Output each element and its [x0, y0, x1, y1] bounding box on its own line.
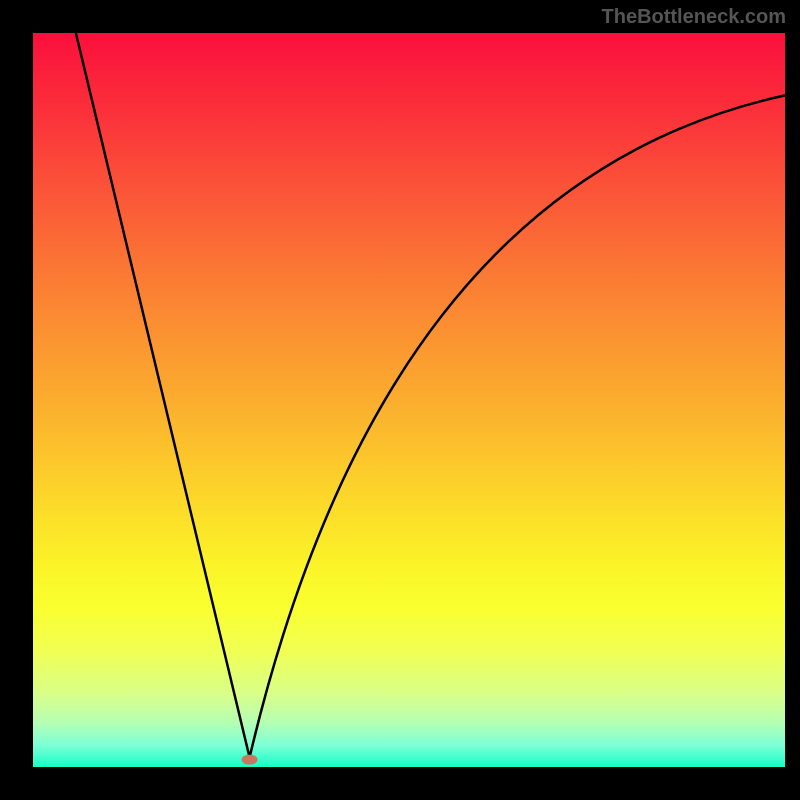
- watermark-text: TheBottleneck.com: [602, 6, 786, 29]
- optimum-marker: [242, 755, 258, 765]
- bottleneck-chart: [0, 0, 800, 800]
- plot-background: [33, 33, 785, 767]
- chart-container: TheBottleneck.com: [0, 0, 800, 800]
